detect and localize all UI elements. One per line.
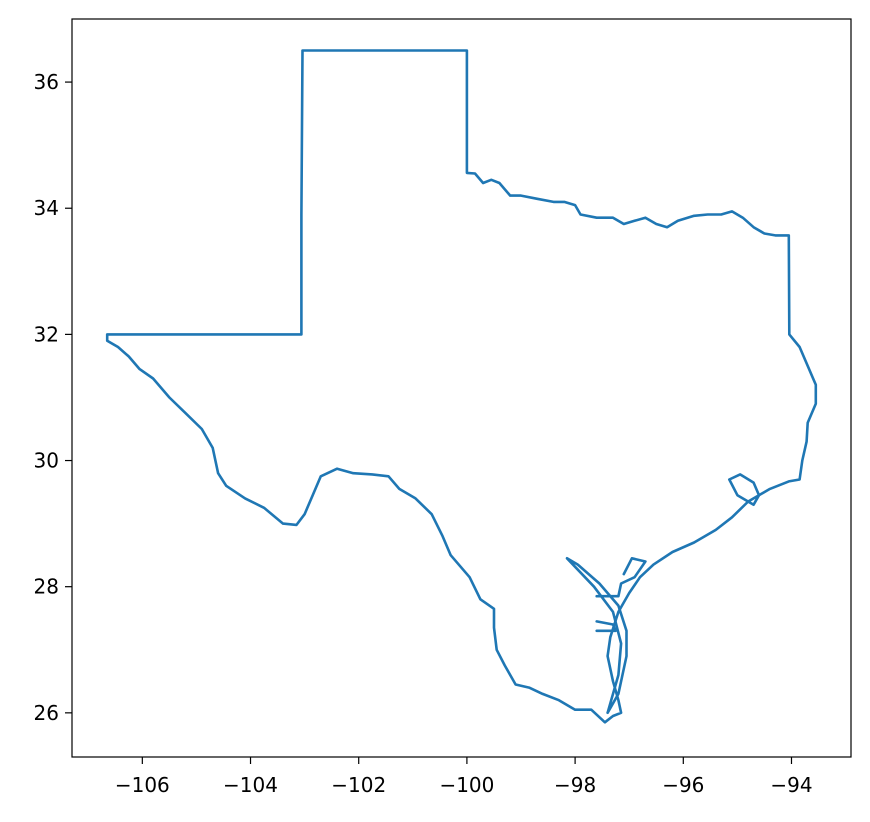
x-tick-label: −96 <box>662 773 704 797</box>
state-outline-line <box>105 49 818 724</box>
plot-frame <box>71 18 852 758</box>
y-axis: 26 28 30 32 34 36 <box>34 70 72 725</box>
y-tick-label: 36 <box>34 70 59 94</box>
x-tick-label: −100 <box>439 773 494 797</box>
x-axis: −106 −104 −102 −100 −98 −96 −94 <box>115 757 813 797</box>
coastal-outline-line-2 <box>728 473 761 506</box>
coastal-outline-line-3 <box>595 620 617 633</box>
y-tick-label: 30 <box>34 449 59 473</box>
x-tick-label: −104 <box>223 773 278 797</box>
data-layer <box>105 49 818 724</box>
x-tick-label: −94 <box>770 773 812 797</box>
coastal-outline-line-4 <box>595 557 647 598</box>
x-tick-label: −102 <box>331 773 386 797</box>
x-tick-label: −106 <box>115 773 170 797</box>
x-tick-label: −98 <box>554 773 596 797</box>
y-tick-label: 26 <box>34 701 59 725</box>
coastal-outline-line-1 <box>565 557 628 715</box>
y-tick-label: 28 <box>34 575 59 599</box>
y-tick-label: 34 <box>34 196 59 220</box>
plot-area <box>72 19 851 757</box>
y-tick-label: 32 <box>34 322 59 346</box>
